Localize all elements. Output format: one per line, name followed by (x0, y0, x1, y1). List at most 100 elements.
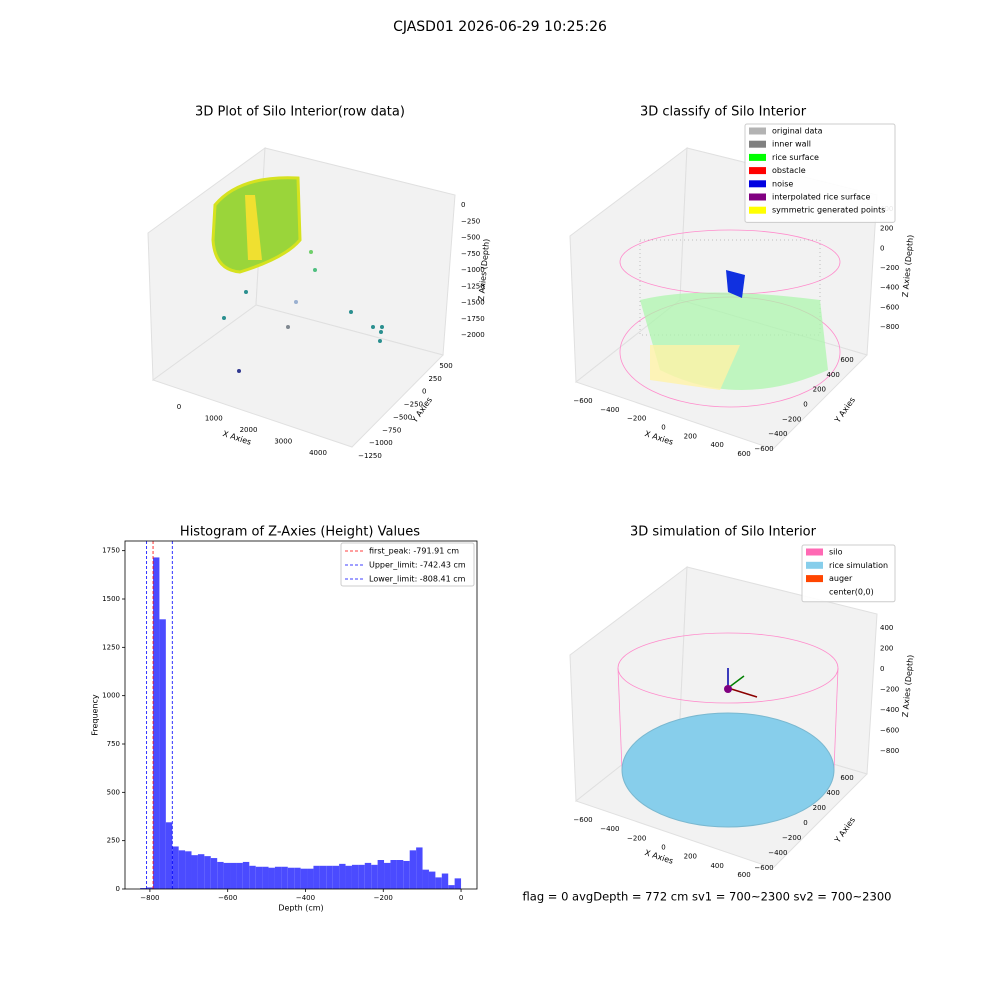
tick-label: −250 (404, 401, 423, 409)
tick-label: 400 (826, 789, 839, 797)
bar (364, 862, 372, 889)
bar (204, 856, 211, 889)
tick-label: −400 (600, 825, 619, 833)
tick-label: 600 (737, 450, 750, 458)
tick-label: 2000 (240, 426, 258, 434)
legend-label: obstacle (772, 166, 806, 175)
legend-swatch (749, 167, 766, 175)
bar (268, 867, 275, 889)
center-marker (724, 685, 732, 693)
tick-label: 200 (880, 645, 893, 653)
axis-label: Z Axies (Depth) (901, 234, 915, 297)
tick-label: 200 (813, 804, 826, 812)
bar (396, 860, 404, 889)
point (371, 325, 375, 329)
bar (300, 868, 308, 889)
y-tick-label: 1500 (102, 595, 120, 603)
legend-label: inner wall (772, 140, 811, 149)
tick-label: 200 (684, 432, 697, 440)
bar (332, 865, 340, 889)
panel-title: 3D classify of Silo Interior (640, 105, 807, 120)
legend-label: rice surface (772, 153, 819, 162)
legend-label: silo (829, 548, 843, 557)
bar (146, 887, 154, 889)
bar (236, 862, 243, 889)
bar (140, 888, 147, 889)
tick-label: −200 (880, 264, 899, 272)
x-tick-label: −800 (140, 894, 159, 902)
point (237, 369, 241, 373)
bar (165, 822, 173, 889)
tick-label: 0 (661, 424, 665, 432)
legend-box (801, 544, 896, 603)
pane (151, 304, 444, 448)
tick-label: 0 (880, 244, 884, 252)
x-tick-label: 0 (459, 894, 463, 902)
panel-title: Histogram of Z-Axies (Height) Values (180, 525, 420, 540)
tick-label: −750 (461, 250, 480, 258)
x-tick-label: −400 (296, 894, 315, 902)
bar (178, 850, 186, 889)
bar (345, 865, 352, 889)
y-tick-label: 0 (116, 885, 120, 893)
tick-label: −400 (768, 430, 787, 438)
tick-label: −200 (627, 834, 646, 842)
bar (441, 873, 449, 889)
tick-label: −400 (600, 406, 619, 414)
point (378, 339, 382, 343)
bar (262, 866, 269, 889)
tick-label: 0 (461, 201, 465, 209)
legend-label: rice simulation (829, 561, 888, 570)
tick-label: 400 (880, 624, 893, 632)
point (294, 300, 298, 304)
panel-title: 3D Plot of Silo Interior(row data) (195, 105, 405, 120)
bar (377, 860, 385, 889)
tick-label: −1000 (369, 439, 393, 447)
bar (371, 864, 378, 889)
tick-label: −1250 (461, 282, 485, 290)
legend-label: auger (829, 574, 853, 583)
axis-label: X Axies (644, 848, 675, 866)
bar (249, 865, 256, 889)
bar (191, 855, 198, 889)
figure-title: CJASD01 2026-06-29 10:25:26 (393, 19, 607, 35)
bar (242, 861, 250, 889)
legend-label: interpolated rice surface (772, 193, 870, 202)
tick-label: 3000 (274, 438, 292, 446)
tick-label: −1500 (461, 299, 485, 307)
bar (255, 866, 263, 889)
bar (384, 862, 391, 889)
bar (223, 862, 231, 889)
panel-4-decor (569, 565, 878, 869)
silo-wall (617, 667, 623, 771)
silo-wall (833, 667, 839, 771)
tick-label: 0 (422, 388, 426, 396)
x-axis-label: Depth (cm) (278, 904, 323, 913)
tick-label: −400 (880, 284, 899, 292)
bar (217, 861, 224, 889)
bar (287, 867, 295, 889)
bar (274, 866, 282, 889)
tick-label: −600 (573, 397, 592, 405)
tick-label: 600 (840, 356, 853, 364)
noise-points (726, 270, 745, 298)
legend-box (744, 123, 896, 223)
tick-label: 4000 (309, 449, 327, 457)
bar (390, 860, 397, 889)
point (309, 250, 313, 254)
point (313, 268, 317, 272)
bar (281, 866, 288, 889)
tick-label: −200 (627, 415, 646, 423)
tick-label: −600 (573, 816, 592, 824)
bar (307, 868, 314, 889)
point (222, 316, 226, 320)
rice-simulation (621, 712, 835, 828)
bar (454, 878, 462, 889)
y-tick-label: 250 (107, 837, 120, 845)
legend-label: noise (772, 179, 793, 188)
bar (197, 854, 205, 889)
y-tick-label: 1750 (102, 547, 120, 555)
bar (326, 865, 333, 889)
y-tick-label: 500 (107, 788, 120, 796)
x-tick-label: −600 (218, 894, 237, 902)
